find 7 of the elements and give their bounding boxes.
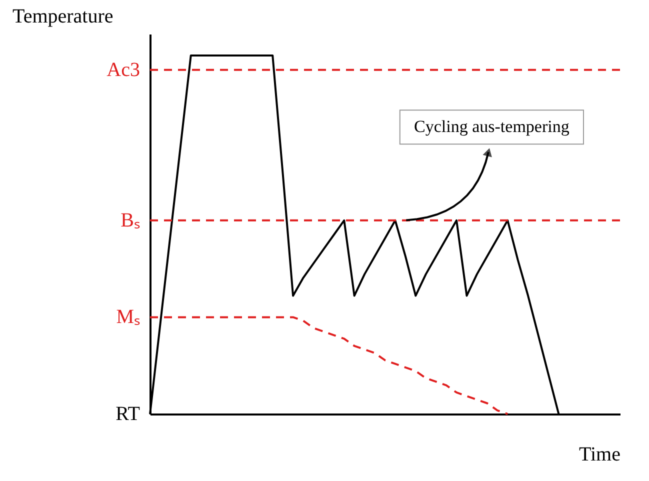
ref-line-label: Bₛ — [120, 209, 140, 232]
annotation: Cycling aus-tempering — [414, 117, 570, 136]
text: RT — [116, 403, 140, 425]
x-axis-title: Time — [578, 444, 621, 466]
ref-line-label: Ac3 — [106, 58, 140, 81]
series-label: Mₛ — [116, 306, 140, 328]
y-axis-title: Temperature — [12, 6, 114, 28]
